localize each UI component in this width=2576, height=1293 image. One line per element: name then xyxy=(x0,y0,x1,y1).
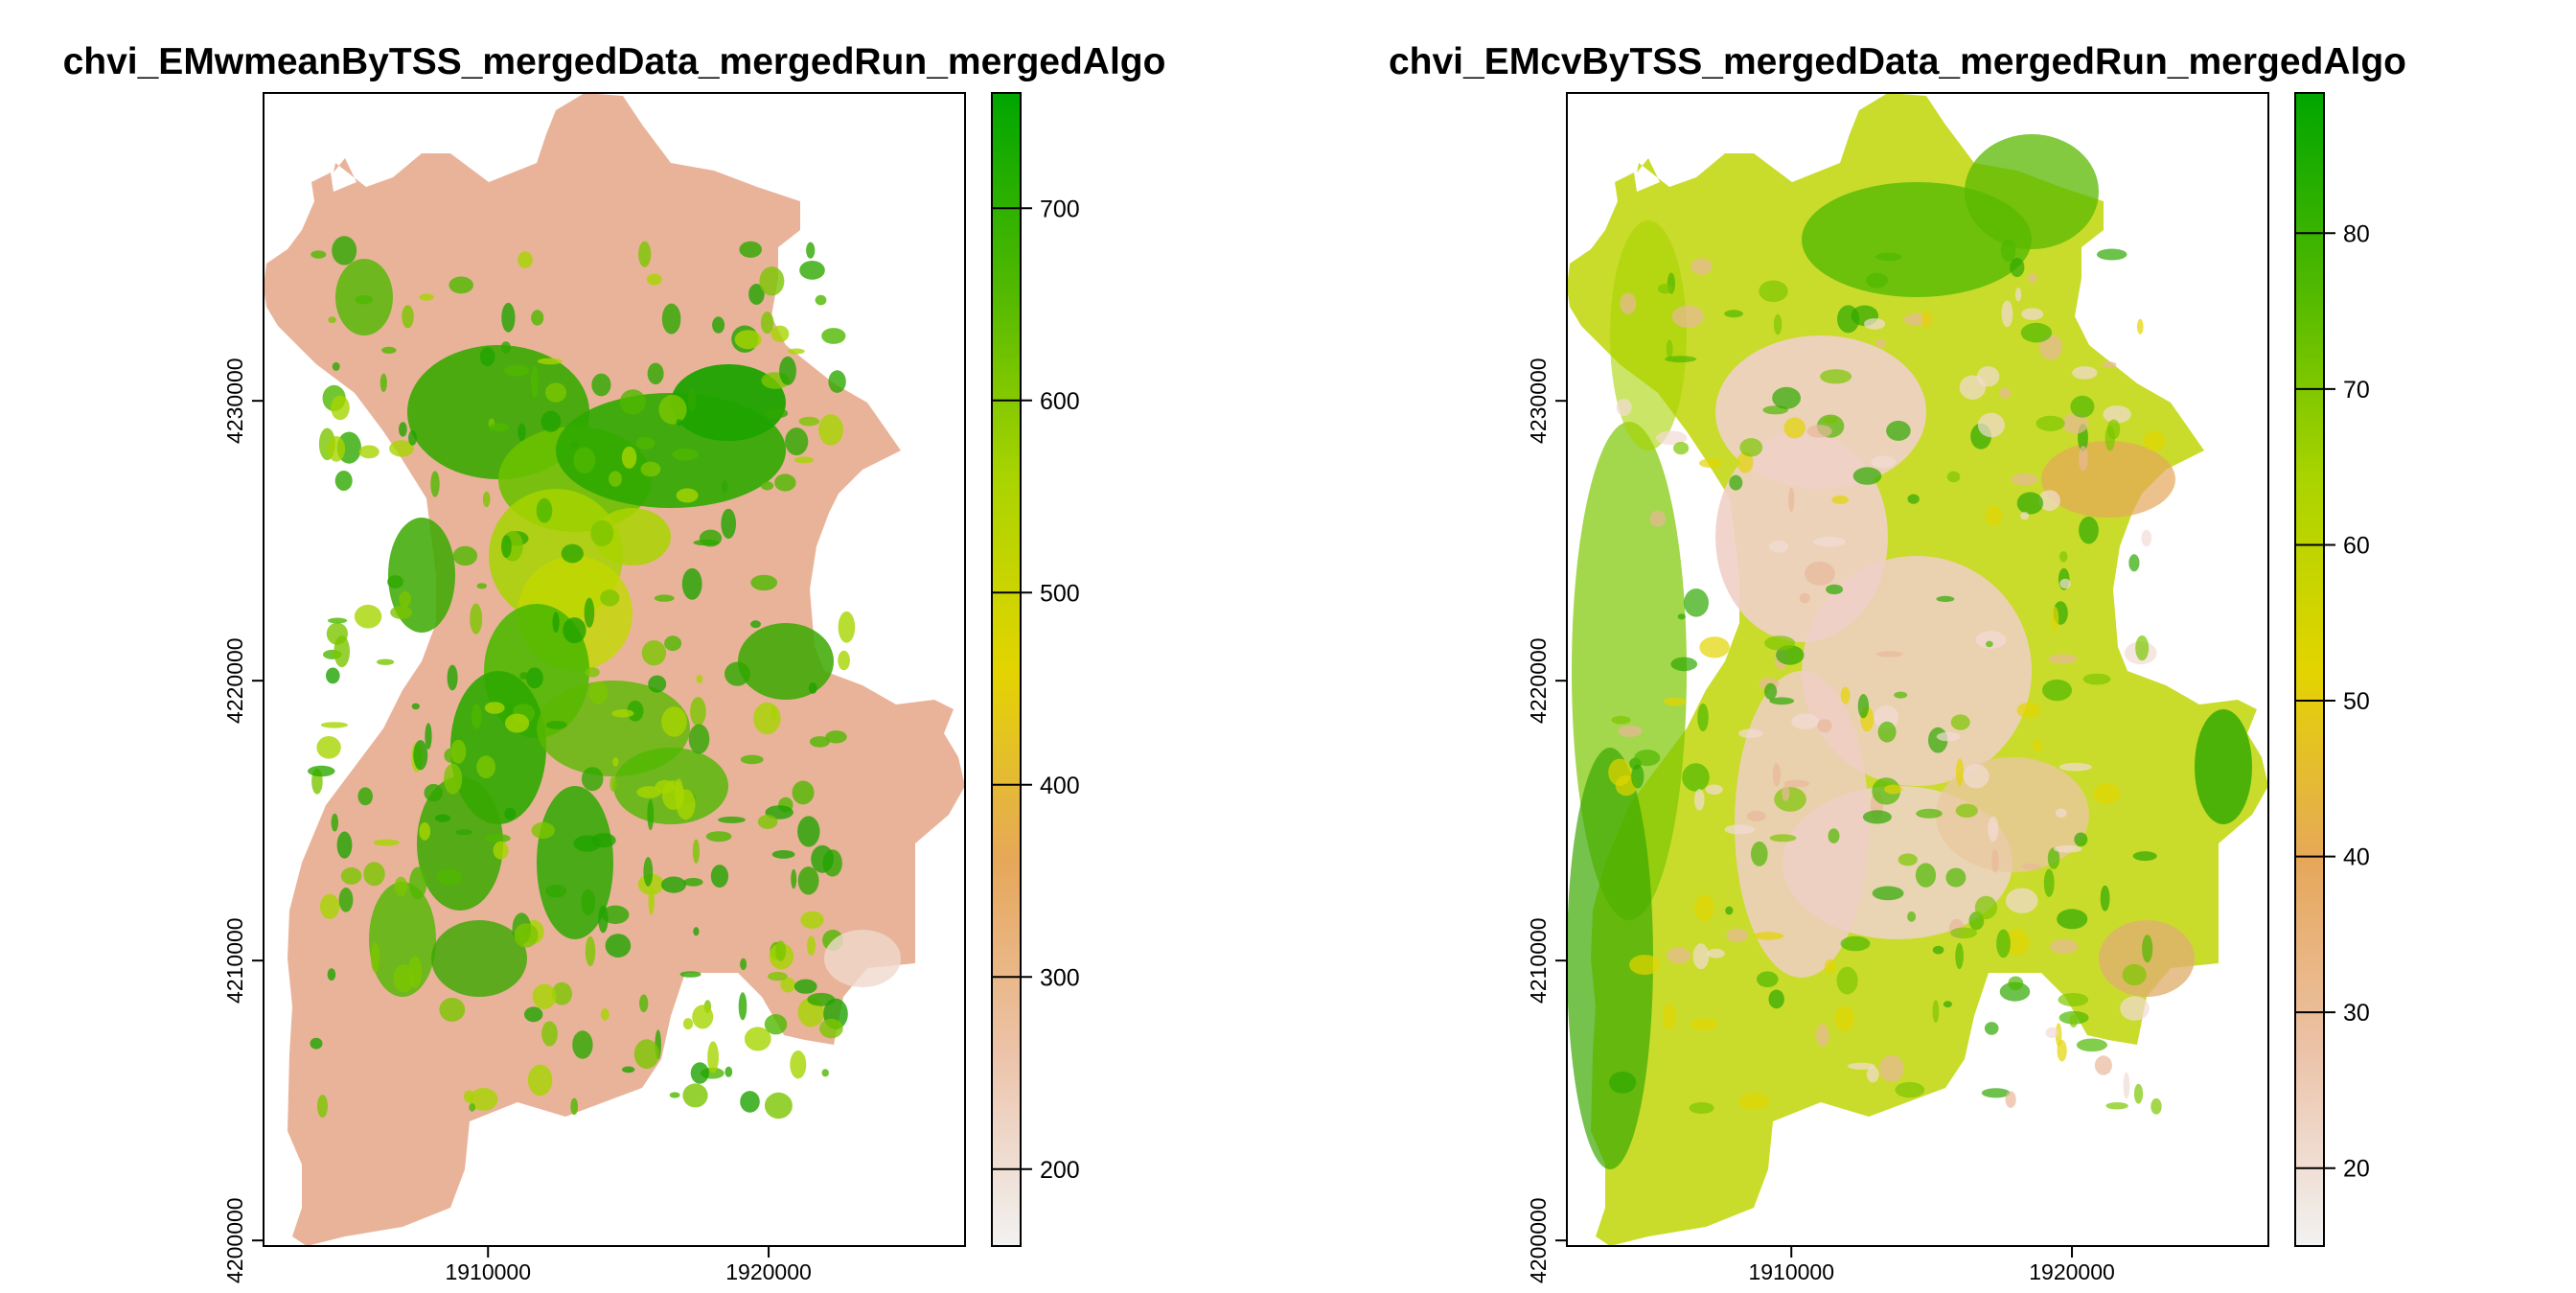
panel-1-colorbar-tick-label: 700 xyxy=(1040,196,1080,222)
panel-1-y-tick-label: 4210000 xyxy=(222,917,247,1004)
panel-2-colorbar-tick-label: 80 xyxy=(2343,220,2370,247)
panel-2-y-tick-label: 4210000 xyxy=(1526,917,1551,1004)
panel-2-x-tick-label: 1910000 xyxy=(1748,1259,1834,1284)
panel-1-colorbar-tick-label: 200 xyxy=(1040,1157,1080,1184)
panel-2-y-tick-label: 4220000 xyxy=(1526,637,1551,724)
panel-1-green-areas xyxy=(308,236,901,1120)
panel-1-colorbar-ramp xyxy=(991,92,1022,1247)
panel-1-colorbar-tick-label: 600 xyxy=(1040,388,1080,415)
panel-2-colorbar-tick-label: 60 xyxy=(2343,532,2370,559)
panel-2-colorbar-tick-label: 40 xyxy=(2343,844,2370,871)
panel-2-colorbar-ramp xyxy=(2294,92,2325,1247)
panel-1-axes: 1910000 1920000 4200000 4210000 4220000 42300… xyxy=(222,358,812,1284)
panel-2-colorbar: 20 30 40 50 60 70 80 xyxy=(2294,92,2370,1247)
panel-2-y-tick-label: 4200000 xyxy=(1526,1197,1551,1283)
panel-2-colorbar-tick-label: 30 xyxy=(2343,1000,2370,1027)
panel-1-plot-frame xyxy=(263,92,966,1247)
panel-1-y-tick-label: 4220000 xyxy=(222,637,247,724)
panel-1: chvi_EMwmeanByTSS_mergedData_mergedRun_m… xyxy=(63,41,1166,1284)
panel-2-variation-areas xyxy=(1567,134,2252,1169)
panel-1-y-tick-label: 4200000 xyxy=(222,1197,247,1283)
panel-2-map xyxy=(1567,93,2268,1246)
panel-1-title: chvi_EMwmeanByTSS_mergedData_mergedRun_m… xyxy=(63,41,1166,82)
panel-1-x-tick-label: 1920000 xyxy=(725,1259,812,1284)
panel-1-x-tick-label: 1910000 xyxy=(445,1259,531,1284)
panel-2-x-tick-label: 1920000 xyxy=(2029,1259,2115,1284)
panel-2-y-tick-label: 4230000 xyxy=(1526,358,1551,444)
panel-2-title: chvi_EMcvByTSS_mergedData_mergedRun_merg… xyxy=(1389,41,2406,82)
panel-1-map xyxy=(264,93,965,1246)
panel-2-colorbar-tick-label: 70 xyxy=(2343,377,2370,404)
panel-1-colorbar-tick-label: 400 xyxy=(1040,773,1080,799)
panel-1-y-tick-label: 4230000 xyxy=(222,358,247,444)
panel-2-colorbar-tick-label: 50 xyxy=(2343,688,2370,715)
panel-2-plot-frame xyxy=(1566,92,2269,1247)
panel-1-colorbar: 200 300 400 500 600 700 xyxy=(991,92,1080,1247)
panel-1-colorbar-tick-label: 300 xyxy=(1040,964,1080,991)
panel-1-colorbar-tick-label: 500 xyxy=(1040,580,1080,607)
panel-2-colorbar-tick-label: 20 xyxy=(2343,1156,2370,1183)
panel-2-axes: 1910000 1920000 4200000 4210000 4220000 42300… xyxy=(1526,358,2115,1284)
panel-2: chvi_EMcvByTSS_mergedData_mergedRun_merg… xyxy=(1389,41,2406,1284)
